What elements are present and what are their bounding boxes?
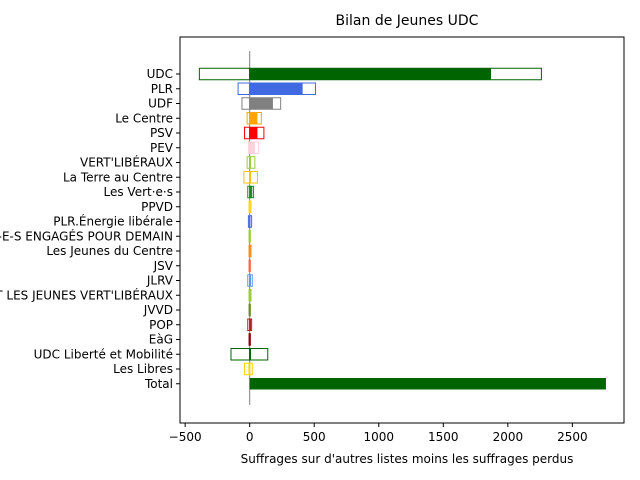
bar-net [248, 363, 250, 375]
bar-gained [249, 362, 253, 376]
bar-net [249, 142, 255, 154]
bar-net [249, 333, 251, 346]
y-tick-label: LES VERT-E-S ET LES JEUNES VERT-E-S ENGA… [0, 228, 173, 243]
bar-net [249, 348, 251, 360]
y-tick-label: VERT'LIBÉRAUX [80, 155, 173, 170]
bar-net [249, 186, 253, 198]
bar-net [249, 260, 251, 272]
y-tick-label: EàG [149, 333, 173, 347]
bar-net [249, 127, 258, 139]
y-tick-label: UDC [147, 67, 173, 81]
x-tick-label: 0 [246, 430, 254, 444]
x-tick-label: 1500 [428, 430, 459, 444]
y-tick-label: Les Jeunes du Centre [46, 244, 173, 258]
x-tick-label: 2500 [557, 430, 588, 444]
bar-net [249, 201, 251, 213]
plot-area [179, 36, 625, 424]
chart-title: Bilan de Jeunes UDC [336, 13, 479, 29]
y-tick-label: Total [144, 377, 173, 391]
bar-net [249, 68, 492, 80]
bar-net [249, 171, 251, 183]
bar-lost [237, 82, 251, 95]
bar-net [249, 215, 251, 228]
bar-net [249, 274, 251, 287]
x-tick-label: 1000 [363, 430, 394, 444]
x-tick-label: −500 [169, 430, 202, 444]
bar-net [249, 245, 251, 257]
y-tick-label: PEV [150, 141, 174, 155]
y-tick-label: Les Libres [113, 362, 173, 376]
x-axis: −500 0 500 1000 1500 2000 2500 [169, 423, 588, 444]
bar-net [249, 378, 606, 390]
bar-net [249, 97, 273, 110]
x-tick-label: 500 [303, 430, 326, 444]
bar-lost [244, 126, 251, 140]
x-axis-label: Suffrages sur d'autres listes moins les … [241, 452, 574, 466]
y-tick-label: UDF [148, 97, 173, 111]
bar-lost [241, 97, 251, 110]
y-tick-label: LES VERT'LIBÉRAUX ET LES JEUNES VERT'LIB… [0, 287, 173, 302]
y-tick-label: Les Vert·e·s [104, 185, 174, 199]
y-tick-label: PLR.Énergie libérale [53, 214, 173, 229]
bar-net [249, 319, 251, 331]
y-tick-label: PPVD [141, 200, 173, 214]
y-tick-label: PLR [151, 82, 173, 96]
bar-lost [243, 171, 251, 184]
y-tick-label: JLRV [146, 274, 174, 288]
bar-net [249, 304, 251, 316]
y-tick-label: PSV [150, 126, 174, 140]
bar-net [249, 230, 251, 242]
bar-gained [249, 348, 269, 361]
y-tick-label: UDC Liberté et Mobilité [34, 347, 173, 361]
chart-marks [198, 51, 606, 405]
y-tick-label: La Terre au Centre [63, 170, 173, 184]
x-tick-label: 2000 [493, 430, 524, 444]
bar-lost [198, 67, 251, 81]
bar-net [249, 156, 251, 169]
bar-net [249, 289, 251, 301]
bar-net [249, 112, 258, 124]
bar-lost [230, 348, 251, 361]
y-tick-label: POP [149, 318, 173, 332]
y-tick-label: Le Centre [115, 111, 173, 125]
y-tick-label: JSV [153, 259, 174, 273]
bar-net [249, 83, 303, 95]
y-tick-label: JVVD [143, 303, 173, 317]
